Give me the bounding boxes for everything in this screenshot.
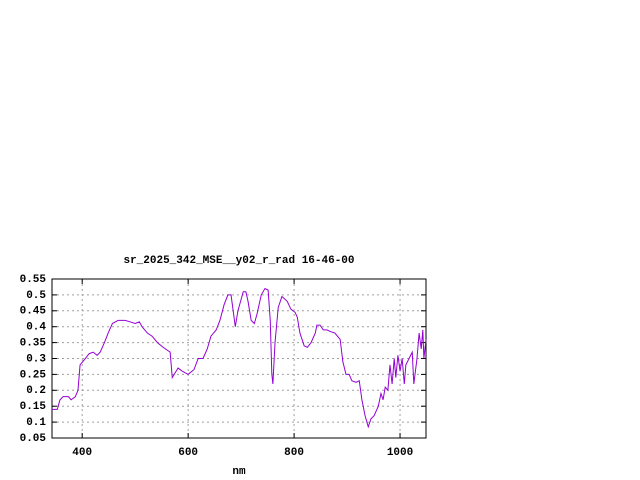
x-axis-label: nm (232, 466, 246, 478)
x-tick-label: 600 (178, 447, 198, 459)
plot-border (51, 278, 427, 439)
x-tick-label: 800 (284, 447, 304, 459)
y-tick-label: 0.1 (26, 417, 46, 429)
y-tick-label: 0.55 (20, 274, 47, 286)
y-tick-label: 0.5 (26, 290, 46, 302)
chart-title: sr_2025_342_MSE__y02_r_rad 16-46-00 (123, 255, 354, 267)
x-tick-label: 1000 (387, 447, 413, 459)
data-line (52, 287, 427, 429)
y-tick-label: 0.45 (20, 306, 47, 318)
y-tick-label: 0.4 (26, 322, 46, 334)
y-tick-label: 0.05 (20, 433, 47, 445)
y-tick-label: 0.2 (26, 385, 46, 397)
y-tick-label: 0.3 (26, 353, 46, 365)
x-tick-label: 400 (72, 447, 92, 459)
y-tick-label: 0.25 (20, 369, 47, 381)
y-tick-label: 0.35 (20, 338, 47, 350)
y-tick-label: 0.15 (20, 401, 47, 413)
